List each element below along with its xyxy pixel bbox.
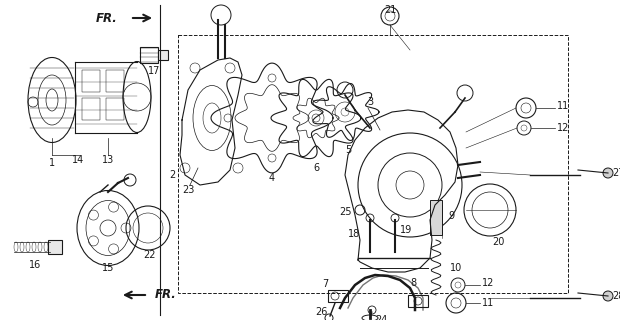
Text: 13: 13: [102, 155, 114, 165]
Bar: [48, 240, 62, 254]
Text: FR.: FR.: [155, 289, 177, 301]
Text: 16: 16: [29, 260, 41, 270]
Bar: [82, 98, 100, 120]
Circle shape: [603, 291, 613, 301]
Text: 12: 12: [482, 278, 494, 288]
Text: 1: 1: [49, 158, 55, 168]
Text: 18: 18: [348, 229, 360, 239]
Text: 28: 28: [612, 291, 620, 301]
Text: 26: 26: [316, 307, 328, 317]
Bar: [140, 47, 158, 63]
Text: 21: 21: [384, 5, 396, 15]
Text: 7: 7: [322, 279, 328, 289]
Text: 22: 22: [144, 250, 156, 260]
Text: 6: 6: [313, 163, 319, 173]
Text: 4: 4: [269, 173, 275, 183]
Text: 11: 11: [557, 101, 569, 111]
Text: 12: 12: [557, 123, 569, 133]
Text: 15: 15: [102, 263, 114, 273]
Text: 20: 20: [492, 237, 505, 247]
Text: 9: 9: [448, 211, 454, 221]
Text: 14: 14: [72, 155, 84, 165]
Bar: [158, 50, 168, 60]
Text: 8: 8: [410, 278, 416, 288]
Text: 11: 11: [482, 298, 494, 308]
Text: 3: 3: [367, 97, 373, 107]
Text: FR.: FR.: [96, 12, 118, 25]
Bar: [82, 70, 100, 92]
Text: 10: 10: [450, 263, 463, 273]
Text: 17: 17: [148, 66, 160, 76]
Bar: [178, 35, 568, 293]
Bar: [430, 200, 442, 235]
Text: 2: 2: [169, 170, 175, 180]
Text: 23: 23: [182, 185, 194, 195]
Bar: [328, 290, 348, 302]
Circle shape: [603, 168, 613, 178]
Text: 25: 25: [340, 207, 352, 217]
Bar: [106, 98, 124, 120]
Text: 5: 5: [345, 145, 351, 155]
Bar: [408, 295, 428, 307]
Text: 24: 24: [375, 315, 388, 320]
Text: 27: 27: [612, 168, 620, 178]
Bar: [106, 70, 124, 92]
Text: 19: 19: [400, 225, 412, 235]
